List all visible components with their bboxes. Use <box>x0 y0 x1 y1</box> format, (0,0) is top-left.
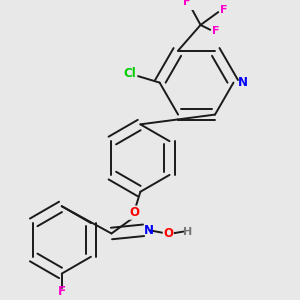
Text: F: F <box>212 26 220 36</box>
Text: F: F <box>58 285 66 298</box>
Text: N: N <box>144 224 154 237</box>
Text: N: N <box>238 76 248 89</box>
Text: F: F <box>220 4 228 15</box>
Text: O: O <box>129 206 139 219</box>
Text: H: H <box>183 226 192 237</box>
Text: O: O <box>163 227 173 240</box>
Text: F: F <box>183 0 190 7</box>
Text: Cl: Cl <box>124 67 136 80</box>
